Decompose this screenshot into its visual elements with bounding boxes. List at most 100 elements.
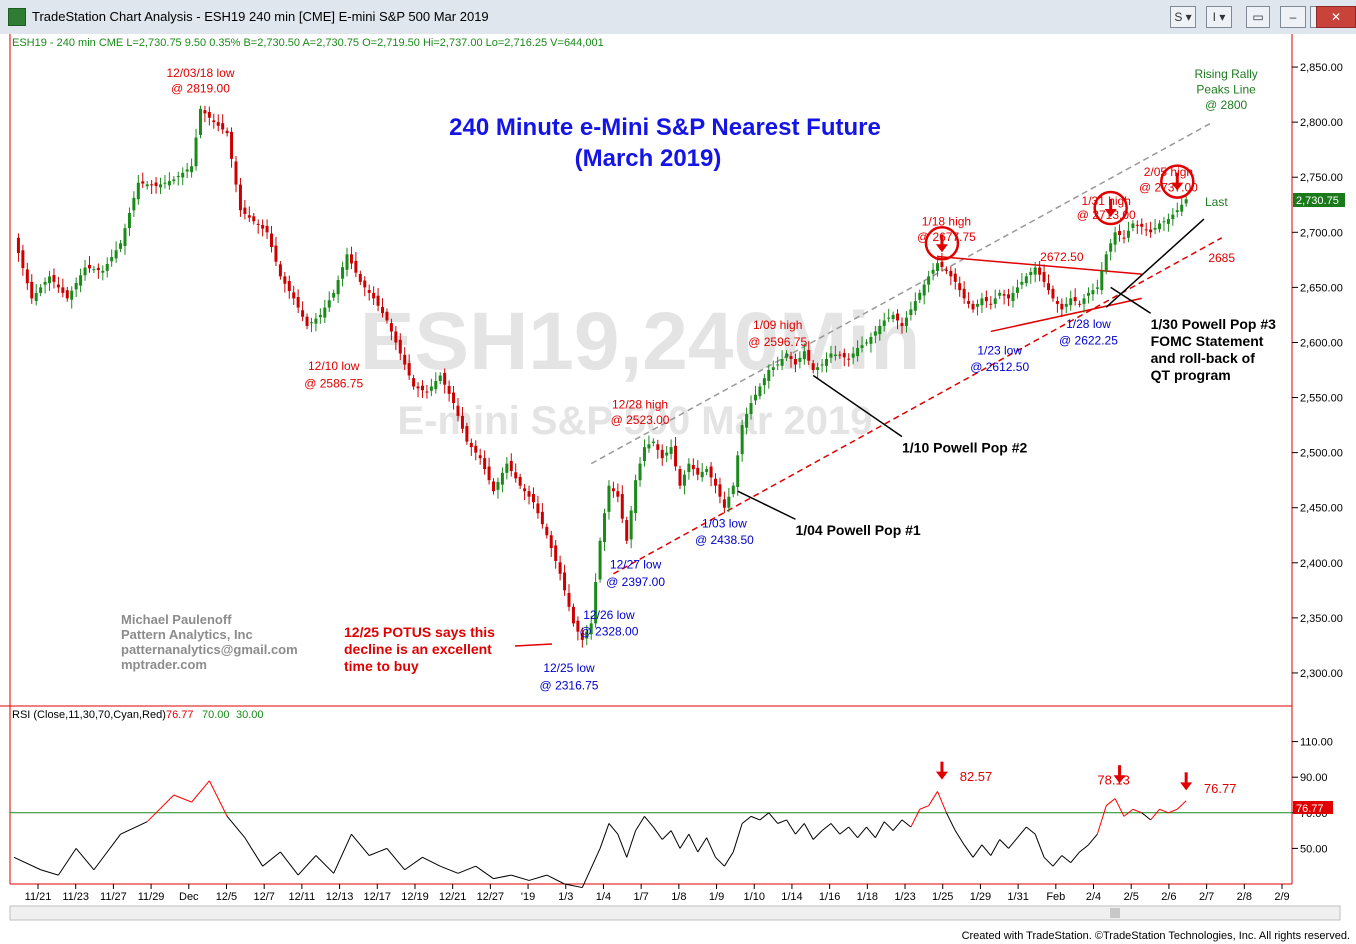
- candle-body: [571, 606, 575, 624]
- candle-body: [922, 284, 926, 296]
- author-company: Pattern Analytics, Inc: [121, 627, 253, 642]
- time-tick-label: 2/5: [1124, 891, 1139, 903]
- rsi-segment: [670, 830, 681, 849]
- time-tick-label: 1/4: [596, 891, 611, 903]
- candle-body: [740, 425, 744, 455]
- candle-body: [83, 267, 87, 276]
- rsi-segment: [972, 844, 983, 858]
- candle-body: [252, 216, 256, 222]
- candle-body: [789, 356, 793, 359]
- rsi-segment: [848, 826, 858, 839]
- rsi-segment: [280, 851, 299, 876]
- potus-line-1: 12/25 POTUS says this: [344, 624, 495, 640]
- time-tick-label: 1/18: [857, 891, 878, 903]
- candle-body: [296, 297, 300, 308]
- candle-body: [487, 466, 491, 481]
- rsi-segment: [93, 833, 121, 871]
- price-tick-label: 2,450.00: [1300, 503, 1343, 515]
- candle-body: [1064, 303, 1068, 307]
- time-tick-label: 1/14: [781, 891, 802, 903]
- candle-body: [403, 354, 407, 365]
- footer-credit: Created with TradeStation. ©TradeStation…: [961, 930, 1350, 942]
- rsi-segment: [564, 883, 583, 889]
- price-tick-label: 2,700.00: [1300, 227, 1343, 239]
- price-annotation: @ 2523.00: [611, 413, 670, 427]
- candle-body: [225, 130, 229, 134]
- candle-body: [1015, 287, 1019, 293]
- rsi-segment: [57, 848, 77, 876]
- rsi-segment: [226, 816, 246, 839]
- rsi-segment: [777, 819, 787, 824]
- trendlines: [590, 121, 1223, 575]
- candle-body: [802, 351, 806, 360]
- last-price-label: 2,730.75: [1296, 195, 1339, 207]
- rsi-segment: [919, 805, 929, 810]
- candle-body: [1051, 288, 1055, 299]
- candle-body: [301, 310, 305, 317]
- time-tick-label: 2/6: [1161, 891, 1176, 903]
- candle-body: [478, 455, 482, 459]
- i-button[interactable]: I ▾: [1206, 6, 1232, 28]
- time-tick-label: 1/8: [671, 891, 686, 903]
- rsi-segment: [937, 791, 947, 813]
- rsi-segment: [1132, 808, 1142, 814]
- rsi-segment: [901, 819, 912, 828]
- candle-body: [105, 263, 109, 271]
- window-titlebar: TradeStation Chart Analysis - ESH19 240 …: [0, 0, 1356, 35]
- high-circle-marker: [1093, 190, 1128, 226]
- candle-body: [16, 237, 20, 253]
- candle-body: [1122, 237, 1126, 239]
- candle-body: [101, 270, 105, 273]
- i-button-label: I: [1212, 10, 1216, 24]
- rsi-segment: [617, 833, 628, 858]
- footer: Created with TradeStation. ©TradeStation…: [0, 930, 1356, 944]
- s-button[interactable]: S ▾: [1170, 6, 1196, 28]
- candle-body: [816, 367, 820, 370]
- price-annotation: 1/18 high: [922, 215, 971, 229]
- candle-body: [980, 298, 984, 306]
- minimize-icon[interactable]: –: [1280, 6, 1306, 28]
- candle-body: [1086, 292, 1090, 296]
- trendline: [990, 297, 1142, 333]
- rsi-segment: [910, 809, 921, 828]
- candle-body: [1073, 297, 1077, 302]
- candle-body: [123, 228, 127, 246]
- trendline: [1105, 218, 1205, 308]
- rsi-line: [13, 780, 1187, 889]
- price-annotation: @ 2713.00: [1077, 208, 1136, 222]
- candle-body: [660, 449, 664, 459]
- last-label: Last: [1205, 195, 1228, 209]
- price-annotation: @ 2586.75: [304, 377, 363, 391]
- rsi-segment: [475, 865, 494, 880]
- candle-body: [136, 182, 140, 200]
- rsi-segment: [191, 780, 210, 803]
- candle-body: [913, 301, 917, 311]
- candle-body: [389, 323, 393, 332]
- rsi-label: RSI (Close,11,30,70,Cyan,Red): [12, 709, 166, 721]
- candle-body: [447, 386, 451, 394]
- rsi-overbought-value: 70.00: [202, 709, 230, 721]
- candle-body: [585, 631, 589, 639]
- time-tick-label: 1/29: [970, 891, 991, 903]
- candle-body: [234, 161, 238, 185]
- candle-body: [1020, 281, 1024, 285]
- rsi-value: 76.77: [166, 709, 194, 721]
- rsi-segment: [1105, 798, 1116, 807]
- last-price-badge: [1293, 193, 1345, 207]
- rsi-segment: [715, 856, 725, 867]
- candle-body: [638, 463, 642, 481]
- candle-body: [829, 353, 833, 358]
- rsi-segment: [1159, 808, 1169, 814]
- tile-icon[interactable]: ▭: [1246, 6, 1270, 28]
- candle-body: [274, 245, 278, 262]
- candle-body: [247, 215, 251, 218]
- high-circle-marker: [1160, 164, 1195, 199]
- close-icon[interactable]: ✕: [1316, 6, 1356, 28]
- candle-body: [332, 292, 336, 298]
- candle-body: [691, 464, 695, 470]
- time-scrollbar[interactable]: [9, 905, 1341, 921]
- time-tick-label: 12/19: [401, 891, 429, 903]
- scrollbar-thumb[interactable]: [1110, 908, 1120, 918]
- candle-body: [376, 295, 380, 306]
- candle-body: [878, 325, 882, 335]
